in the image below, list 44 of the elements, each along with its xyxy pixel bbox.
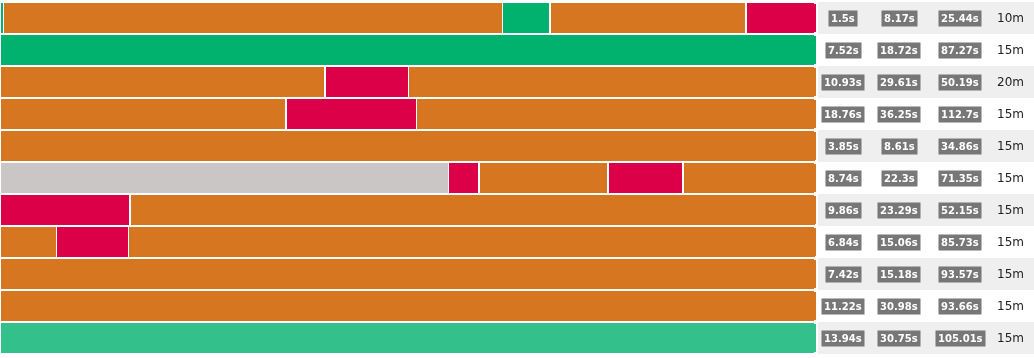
text: 15m <box>997 139 1024 153</box>
text: 15m <box>997 43 1024 57</box>
text: 87.27s <box>941 45 979 56</box>
text: 9.86s <box>828 205 859 216</box>
text: 13.94s <box>824 333 862 344</box>
text: 93.66s <box>941 301 979 312</box>
text: 50.19s <box>941 77 979 88</box>
text: 30.75s <box>880 333 918 344</box>
text: 15.06s <box>880 237 918 248</box>
text: 15m <box>997 267 1024 281</box>
text: 8.61s <box>884 141 915 152</box>
text: 15m <box>997 107 1024 121</box>
text: 25.44s <box>941 13 979 24</box>
text: 23.29s <box>880 205 918 216</box>
text: 11.22s <box>824 301 862 312</box>
text: 93.57s <box>941 269 979 280</box>
text: 15m <box>997 331 1024 345</box>
text: 7.52s <box>828 45 859 56</box>
text: 8.17s <box>884 13 915 24</box>
text: 52.15s <box>941 205 979 216</box>
text: 29.61s <box>880 77 918 88</box>
text: 20m <box>997 75 1024 89</box>
text: 15m <box>997 203 1024 217</box>
text: 15m <box>997 299 1024 313</box>
text: 22.3s <box>884 173 915 184</box>
text: 10.93s <box>824 77 862 88</box>
text: 18.72s <box>880 45 918 56</box>
text: 71.35s <box>941 173 979 184</box>
text: 1.5s <box>831 13 855 24</box>
text: 34.86s <box>941 141 979 152</box>
text: 112.7s <box>941 109 979 120</box>
text: 6.84s <box>828 237 859 248</box>
text: 105.01s <box>938 333 983 344</box>
text: 30.98s <box>880 301 918 312</box>
text: 15m <box>997 171 1024 185</box>
text: 3.85s <box>828 141 859 152</box>
text: 15m <box>997 235 1024 249</box>
text: 10m <box>997 11 1024 25</box>
text: 18.76s <box>824 109 862 120</box>
text: 7.42s <box>828 269 859 280</box>
text: 36.25s <box>880 109 918 120</box>
text: 85.73s <box>941 237 979 248</box>
text: 8.74s <box>828 173 859 184</box>
text: 15.18s <box>880 269 918 280</box>
